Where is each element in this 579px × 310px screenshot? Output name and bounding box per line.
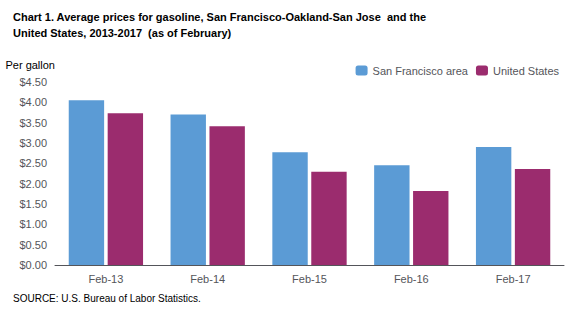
svg-text:Feb-16: Feb-16 — [394, 273, 429, 285]
svg-text:$4.00: $4.00 — [19, 96, 47, 108]
svg-text:$3.00: $3.00 — [19, 137, 47, 149]
svg-text:Feb-14: Feb-14 — [190, 273, 225, 285]
svg-text:$1.50: $1.50 — [19, 198, 47, 210]
svg-text:$1.00: $1.00 — [19, 218, 47, 230]
svg-text:$4.50: $4.50 — [19, 76, 47, 88]
svg-text:San Francisco area: San Francisco area — [373, 65, 469, 77]
svg-text:$3.50: $3.50 — [19, 117, 47, 129]
svg-text:United States, 2013-2017 (as: United States, 2013-2017 (as of February… — [13, 27, 232, 39]
svg-text:Chart 1. Average prices for ga: Chart 1. Average prices for gasoline, Sa… — [13, 11, 426, 23]
svg-text:$0.00: $0.00 — [19, 259, 47, 271]
svg-text:Feb-13: Feb-13 — [88, 273, 123, 285]
svg-text:$2.50: $2.50 — [19, 157, 47, 169]
svg-text:SOURCE: U.S. Bureau of Labor S: SOURCE: U.S. Bureau of Labor Statistics. — [13, 293, 201, 304]
svg-text:Per gallon: Per gallon — [5, 59, 55, 71]
svg-text:Feb-17: Feb-17 — [496, 273, 531, 285]
svg-text:United States: United States — [493, 65, 560, 77]
svg-text:$2.00: $2.00 — [19, 178, 47, 190]
svg-text:$0.50: $0.50 — [19, 239, 47, 251]
svg-text:Feb-15: Feb-15 — [292, 273, 327, 285]
